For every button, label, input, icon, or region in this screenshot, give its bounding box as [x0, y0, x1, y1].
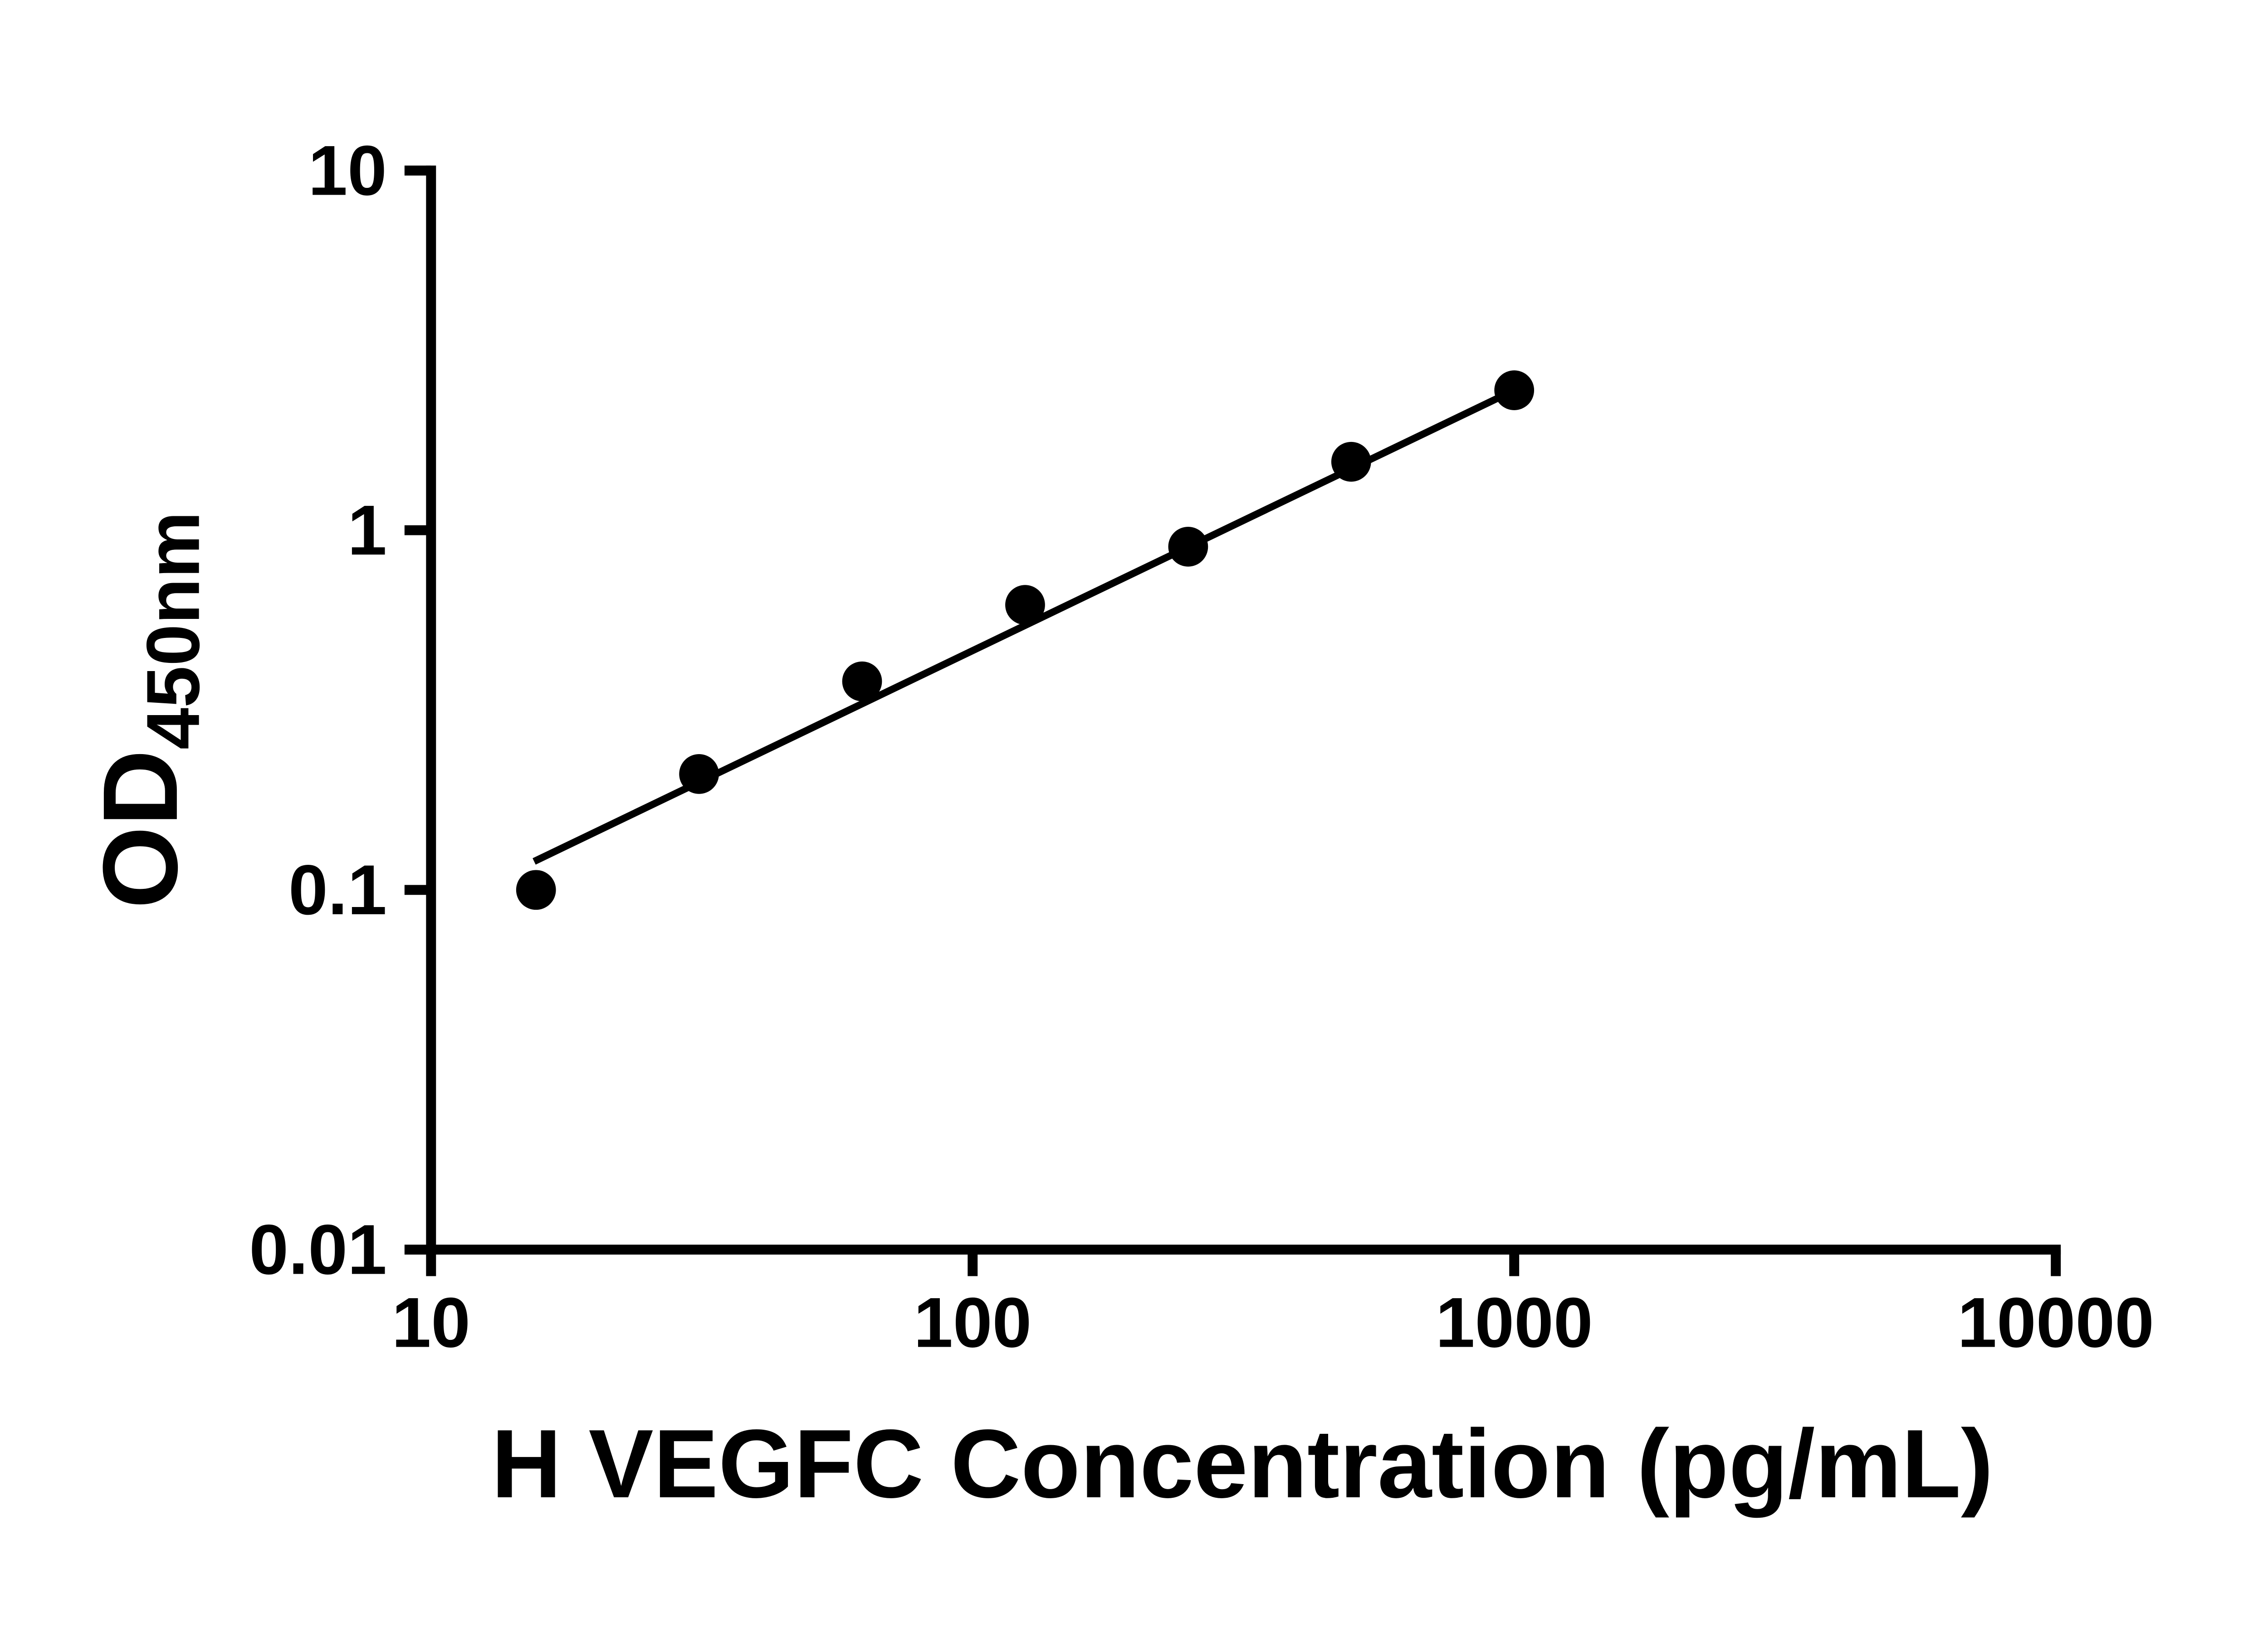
data-point [1331, 441, 1371, 482]
data-point [679, 754, 719, 794]
x-tick-label: 10000 [1957, 1283, 2154, 1362]
data-point [842, 661, 882, 701]
x-tick-label: 10 [392, 1283, 470, 1362]
x-tick-label: 1000 [1436, 1283, 1593, 1362]
x-axis-title: H VEGFC Concentration (pg/mL) [491, 1410, 1993, 1518]
y-tick-label: 0.01 [249, 1211, 387, 1290]
y-tick-label: 1 [347, 491, 387, 570]
data-point [1168, 527, 1208, 567]
y-axis-title: OD450nm [81, 511, 215, 909]
data-point [1494, 370, 1535, 410]
data-point [516, 870, 556, 910]
y-axis-title-main: OD [81, 750, 200, 909]
data-point [1005, 585, 1045, 625]
y-tick-label: 10 [308, 131, 386, 210]
y-axis-title-sub: 450nm [132, 511, 215, 750]
y-tick-label: 0.1 [288, 851, 387, 930]
x-tick-label: 100 [914, 1283, 1031, 1362]
